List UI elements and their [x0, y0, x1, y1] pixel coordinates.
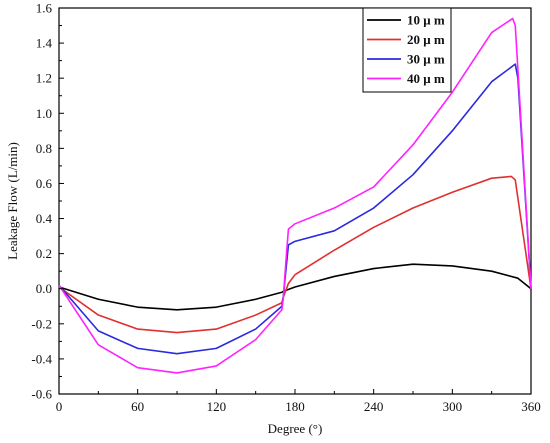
- series-line-1: [58, 263, 532, 311]
- plot-frame: [58, 7, 532, 395]
- x-tick-label: 180: [285, 399, 305, 414]
- x-tick-label: 360: [521, 399, 541, 414]
- legend: 10 μ m 20 μ m 30 μ m 40 μ m: [362, 7, 452, 93]
- series-line-4: [58, 17, 532, 374]
- legend-label: 20 μ m: [407, 32, 445, 47]
- x-tick-label: 60: [131, 399, 144, 414]
- x-tick-label: 120: [207, 399, 227, 414]
- legend-label: 40 μ m: [407, 71, 445, 86]
- x-axis-title: Degree (°): [268, 421, 323, 436]
- x-tick-label: 0: [56, 399, 63, 414]
- legend-label: 10 μ m: [407, 13, 445, 28]
- y-tick-label: 1.2: [36, 71, 52, 86]
- series-line-3: [58, 63, 532, 355]
- y-tick-label: 0.8: [36, 141, 52, 156]
- y-tick-label: 0.2: [36, 246, 52, 261]
- legend-label: 30 μ m: [407, 52, 445, 67]
- y-tick-label: -0.6: [31, 387, 52, 402]
- y-tick-label: 1.0: [36, 106, 52, 121]
- y-tick-label: 0.6: [36, 176, 53, 191]
- series-line-2: [58, 175, 532, 334]
- y-tick-label: -0.4: [31, 351, 52, 366]
- y-tick-label: 1.6: [36, 1, 53, 16]
- x-tick-label: 240: [364, 399, 384, 414]
- series-group: [58, 17, 532, 374]
- y-tick-label: 1.4: [36, 36, 53, 51]
- plot-frame-group: [58, 7, 532, 395]
- y-tick-label: 0.0: [36, 281, 52, 296]
- ticks-group: 0 60 120 180 240 300 360 -0.6 -0.4 -0.2 0.0 0.2 0.4 0…: [31, 1, 540, 415]
- y-tick-label: -0.2: [31, 316, 52, 331]
- x-tick-label: 300: [443, 399, 463, 414]
- y-tick-label: 0.4: [36, 211, 53, 226]
- y-axis-title: Leakage Flow (L/min): [5, 142, 20, 260]
